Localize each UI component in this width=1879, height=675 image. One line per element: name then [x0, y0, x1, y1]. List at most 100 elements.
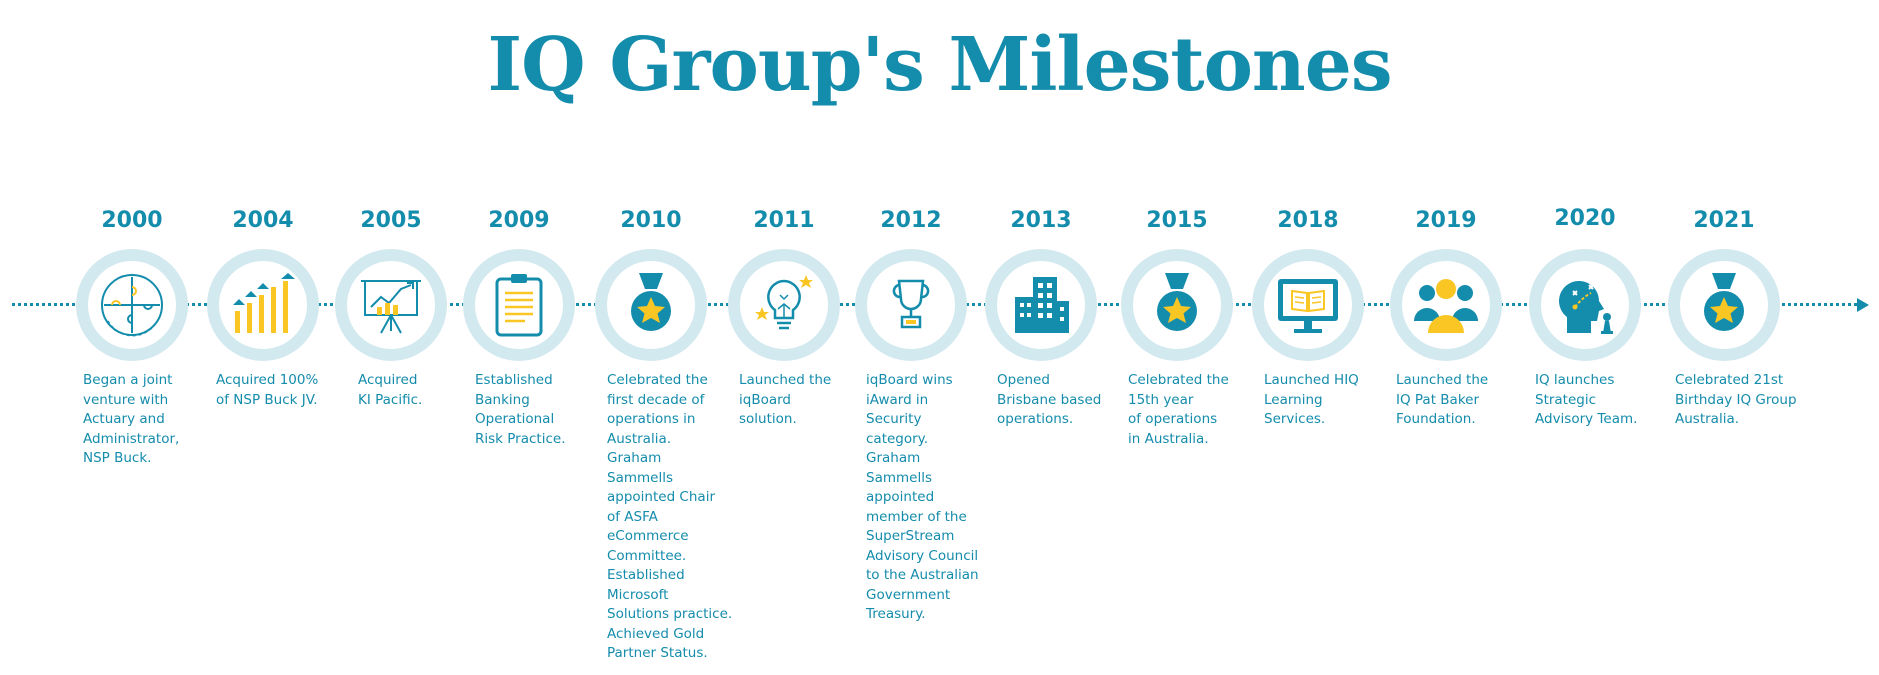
milestone-description-line: Advisory Team.	[1535, 411, 1638, 427]
milestone-description: Established Banking Operational Risk Practi…	[475, 371, 600, 449]
milestone-description-line: to the Australian	[866, 567, 979, 583]
milestone-description-line: Operational	[475, 411, 555, 427]
milestone-description-line: Launched the	[739, 372, 832, 388]
milestone-description-line: Administrator,	[83, 430, 180, 447]
milestone-year: 2020	[1554, 206, 1616, 231]
milestone-circle	[595, 249, 707, 361]
strategy-head-icon	[1559, 281, 1613, 334]
milestone-description: IQ launches Strategic Advisory Team.	[1535, 371, 1660, 430]
milestone-circle	[463, 249, 575, 361]
milestone-year: 2012	[880, 208, 942, 233]
milestone-description-line: Graham	[866, 450, 921, 466]
milestone-description-line: solution.	[739, 411, 797, 427]
milestone-circle	[1121, 249, 1233, 361]
milestone-description-line: Graham	[607, 450, 662, 466]
people-icon	[1414, 279, 1478, 333]
milestone-description-line: Celebrated the	[1128, 372, 1229, 388]
milestone-description-line: Celebrated the	[607, 372, 708, 388]
milestone-description-line: operations in	[607, 411, 696, 427]
milestone-description-line: Began a joint	[83, 372, 173, 388]
milestone-circle	[76, 249, 188, 361]
milestone-description-line: Strategic	[1535, 391, 1597, 408]
milestone-description-line: eCommerce	[607, 528, 689, 544]
milestone-description-line: Foundation.	[1396, 411, 1476, 427]
milestone-description-line: Security	[866, 411, 922, 427]
milestone-description-line: Services.	[1264, 411, 1326, 427]
milestone-description: Began a joint venture with Actuary and Admi…	[83, 371, 208, 469]
milestone-circle	[985, 249, 1097, 361]
milestone-description-line: Learning	[1264, 391, 1323, 408]
trophy-icon	[892, 279, 930, 329]
milestone-year: 2018	[1277, 208, 1339, 233]
milestone-description: Opened Brisbane based operations.	[997, 371, 1122, 430]
milestone-description-line: Acquired	[358, 372, 418, 388]
milestone-description-line: IQ Pat Baker	[1396, 391, 1480, 408]
milestone-description-line: iqBoard	[739, 391, 791, 408]
milestone-description-line: iAward in	[866, 391, 929, 408]
milestone-description-line: Sammells	[607, 469, 673, 486]
milestone-description-line: Opened	[997, 372, 1050, 388]
milestone-circle	[1668, 249, 1780, 361]
milestone-year: 2005	[360, 208, 422, 233]
milestone-description-line: member of the	[866, 508, 967, 525]
milestone-description: Celebrated 21st Birthday IQ Group Australi…	[1675, 371, 1800, 430]
milestone-description-line: venture with	[83, 391, 169, 408]
milestone-description: Launched HIQ Learning Services.	[1264, 371, 1389, 430]
milestone-description-line: appointed Chair	[607, 489, 715, 505]
milestone-description-line: Actuary and	[83, 411, 165, 427]
milestone-description-line: Committee.	[607, 547, 687, 564]
milestone-description-line: category.	[866, 430, 929, 447]
milestone-circle	[1529, 249, 1641, 361]
milestone-description: Acquired 100% of NSP Buck JV.	[216, 371, 341, 410]
milestone-description-line: Solutions practice.	[607, 606, 733, 622]
milestone-year: 2011	[753, 208, 815, 233]
milestone-description-line: Australia.	[607, 430, 672, 447]
milestone-description-line: Established	[475, 372, 553, 388]
growth-bar-chart-icon	[233, 273, 295, 333]
puzzle-icon	[101, 274, 163, 337]
medal-icon	[631, 273, 671, 331]
milestone-description-line: Advisory Council	[866, 547, 979, 564]
milestone-description-line: Risk Practice.	[475, 430, 566, 447]
milestone-description-line: Celebrated 21st	[1675, 372, 1784, 388]
milestone-description-line: of ASFA	[607, 508, 658, 525]
clipboard-icon	[495, 274, 543, 337]
milestone-description-line: Microsoft	[607, 586, 669, 603]
milestone-description-line: 15th year	[1128, 391, 1194, 408]
milestone-description-line: in Australia.	[1128, 430, 1209, 447]
milestone-description-line: Established	[607, 567, 685, 583]
milestone-description: iqBoard wins iAward in Security category. Gr…	[866, 371, 991, 625]
milestone-description-line: Partner Status.	[607, 645, 708, 661]
milestone-description-line: Banking	[475, 391, 530, 408]
milestone-year: 2000	[101, 208, 163, 233]
milestone-circle	[1252, 249, 1364, 361]
milestone-description-line: KI Pacific.	[358, 391, 423, 408]
milestone-description-line: Achieved Gold	[607, 625, 705, 642]
milestone-circle	[207, 249, 319, 361]
monitor-book-icon	[1278, 279, 1338, 333]
milestone-description-line: Launched the	[1396, 372, 1489, 388]
timeline-arrow-icon	[1857, 298, 1869, 312]
milestone-year: 2010	[620, 208, 682, 233]
medal-icon	[1157, 273, 1197, 331]
milestone-description-line: Birthday IQ Group	[1675, 391, 1797, 408]
milestone-year: 2009	[488, 208, 550, 233]
milestone-description-line: operations.	[997, 411, 1074, 427]
presentation-board-icon	[361, 280, 421, 334]
milestone-description: Celebrated the first decade of operations …	[607, 371, 732, 664]
milestone-description: Celebrated the 15th year of operations in A…	[1128, 371, 1253, 449]
milestone-year: 2013	[1010, 208, 1072, 233]
milestone-description-line: of NSP Buck JV.	[216, 391, 318, 408]
page-title: IQ Group's Milestones	[487, 22, 1393, 108]
milestone-description-line: of operations	[1128, 411, 1218, 427]
milestone-description: Launched the iqBoard solution.	[739, 371, 864, 430]
milestone-description-line: NSP Buck.	[83, 450, 152, 466]
milestone-year: 2019	[1415, 208, 1477, 233]
milestone-circle	[1390, 249, 1502, 361]
milestone-description-line: IQ launches	[1535, 372, 1615, 388]
milestone-description: Acquired KI Pacific.	[358, 371, 483, 410]
milestone-description-line: SuperStream	[866, 528, 955, 544]
milestone-circle	[855, 249, 967, 361]
milestone-description-line: Sammells	[866, 469, 932, 486]
milestone-description-line: appointed	[866, 489, 935, 505]
